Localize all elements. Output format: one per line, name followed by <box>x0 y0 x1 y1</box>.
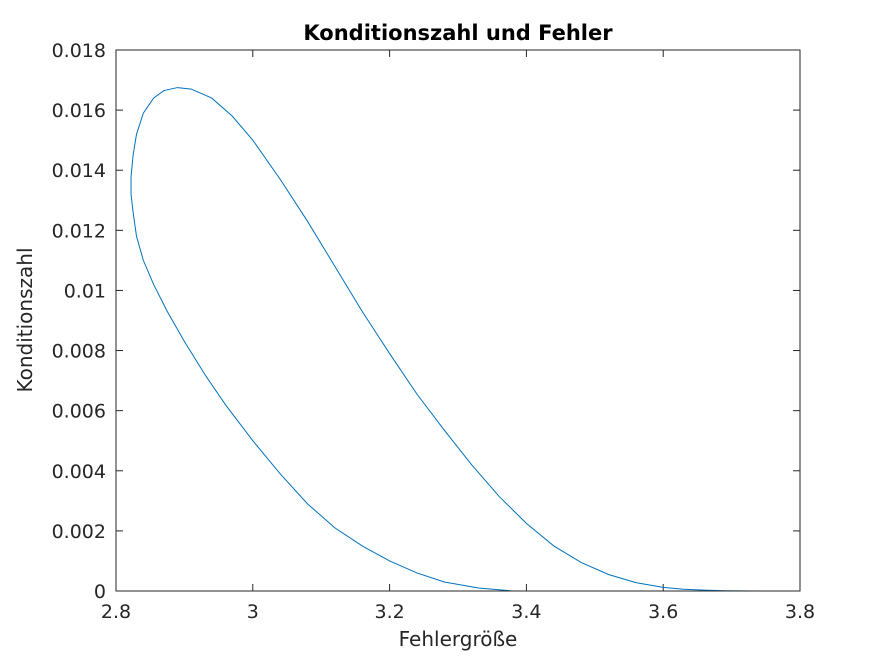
chart-title: Konditionszahl und Fehler <box>303 21 613 45</box>
tick-labels: 2.8 3 3.2 3.4 3.6 3.8 0 0.002 0.004 0.006 0.008 0.0… <box>52 40 816 623</box>
y-tick-label: 0.002 <box>52 521 106 543</box>
y-tick-label: 0.008 <box>52 341 106 363</box>
series-line <box>130 87 756 592</box>
x-axis-label: Fehlergröße <box>399 627 518 651</box>
x-tick-label: 3.6 <box>648 601 678 623</box>
y-tick-label: 0.016 <box>52 100 106 122</box>
x-tick-label: 3 <box>247 601 259 623</box>
y-tick-label: 0.004 <box>52 461 106 483</box>
y-tick-label: 0 <box>94 581 106 603</box>
x-tick-label: 3.4 <box>511 601 541 623</box>
x-tick-label: 3.8 <box>785 601 815 623</box>
x-tick-label: 3.2 <box>374 601 404 623</box>
x-tick-label: 2.8 <box>101 601 131 623</box>
y-tick-label: 0.01 <box>64 280 106 302</box>
axes-box <box>115 49 801 592</box>
plot-area <box>116 50 800 591</box>
y-tick-label: 0.012 <box>52 220 106 242</box>
y-tick-label: 0.014 <box>52 160 106 182</box>
y-tick-label: 0.018 <box>52 40 106 62</box>
y-axis-label: Konditionszahl <box>13 248 37 393</box>
y-tick-label: 0.006 <box>52 401 106 423</box>
